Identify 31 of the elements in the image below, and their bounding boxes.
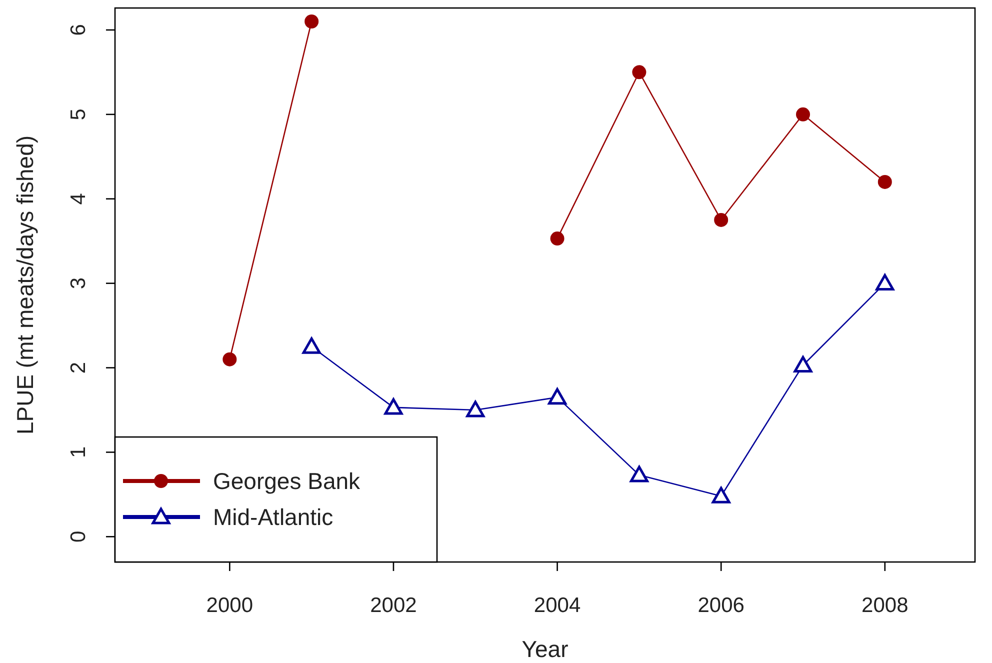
point xyxy=(550,232,564,246)
point xyxy=(878,174,892,189)
point xyxy=(794,356,812,372)
point xyxy=(630,466,648,482)
y-tick-label: 5 xyxy=(67,108,90,120)
x-axis-title: Year xyxy=(522,636,569,662)
y-tick-label: 6 xyxy=(67,24,90,36)
point xyxy=(876,274,894,291)
x-tick-label: 2000 xyxy=(206,594,254,617)
y-axis-title: LPUE (mt meats/days fished) xyxy=(12,135,38,435)
x-tick-label: 2008 xyxy=(862,594,908,617)
point xyxy=(384,398,403,415)
y-tick-label: 3 xyxy=(67,277,90,290)
point xyxy=(548,388,567,405)
legend-label: Mid-Atlantic xyxy=(213,504,334,530)
point xyxy=(302,337,321,354)
y-tick-label: 0 xyxy=(67,530,90,543)
x-tick-label: 2004 xyxy=(534,594,581,617)
point xyxy=(304,14,319,29)
point xyxy=(714,212,728,227)
y-tick-label: 1 xyxy=(67,446,90,458)
x-tick-label: 2002 xyxy=(370,594,417,617)
y-tick-label: 4 xyxy=(67,192,90,205)
legend-label: Georges Bank xyxy=(213,468,361,494)
point xyxy=(712,486,730,504)
point xyxy=(222,352,237,366)
y-tick-label: 2 xyxy=(67,362,90,374)
point xyxy=(632,65,646,80)
point xyxy=(466,400,485,418)
x-tick-label: 2006 xyxy=(698,594,744,617)
point xyxy=(796,107,810,122)
